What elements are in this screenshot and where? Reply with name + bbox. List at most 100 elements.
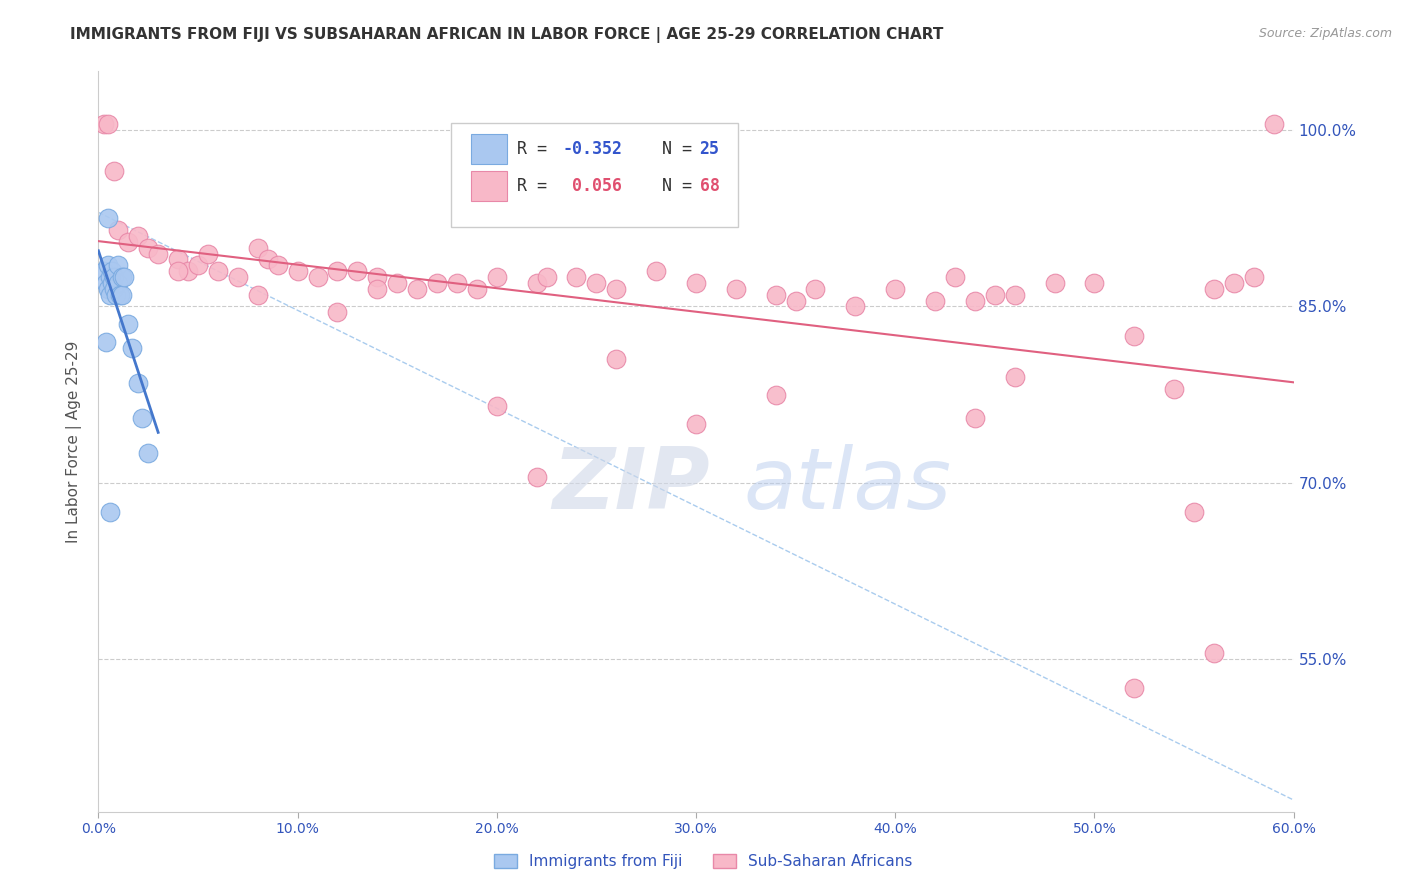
Legend: Immigrants from Fiji, Sub-Saharan Africans: Immigrants from Fiji, Sub-Saharan Africa… xyxy=(488,848,918,875)
Point xyxy=(605,282,627,296)
Point xyxy=(645,264,668,278)
Point xyxy=(963,293,986,308)
Point xyxy=(605,352,627,367)
Point xyxy=(96,276,118,290)
Point xyxy=(117,317,139,331)
Point xyxy=(1202,646,1225,660)
Text: N =: N = xyxy=(643,140,702,158)
Point xyxy=(111,287,134,301)
Text: N =: N = xyxy=(643,178,702,195)
Point xyxy=(1223,276,1246,290)
Point xyxy=(1004,287,1026,301)
Point xyxy=(1163,382,1185,396)
Point xyxy=(307,270,329,285)
Point xyxy=(1043,276,1066,290)
Point xyxy=(187,258,209,272)
Point xyxy=(267,258,290,272)
FancyBboxPatch shape xyxy=(471,171,508,201)
Point xyxy=(485,270,508,285)
Point xyxy=(1083,276,1105,290)
Point xyxy=(103,164,125,178)
Point xyxy=(565,270,588,285)
Point xyxy=(197,246,219,260)
Point xyxy=(105,287,128,301)
Point xyxy=(685,276,707,290)
Point xyxy=(107,276,129,290)
Text: R =: R = xyxy=(517,178,567,195)
FancyBboxPatch shape xyxy=(451,123,738,227)
Text: 0.056: 0.056 xyxy=(562,178,621,195)
Point xyxy=(366,282,388,296)
Point xyxy=(98,270,122,285)
Text: Source: ZipAtlas.com: Source: ZipAtlas.com xyxy=(1258,27,1392,40)
Point xyxy=(884,282,907,296)
Point xyxy=(110,287,132,301)
Point xyxy=(1263,117,1285,131)
Point xyxy=(1243,270,1265,285)
Point xyxy=(112,270,135,285)
Point xyxy=(246,287,269,301)
Point xyxy=(785,293,807,308)
Point xyxy=(97,117,120,131)
Point xyxy=(121,341,143,355)
Point xyxy=(98,287,122,301)
Text: R =: R = xyxy=(517,140,557,158)
Point xyxy=(943,270,966,285)
Point xyxy=(585,276,607,290)
Point xyxy=(226,270,249,285)
Point xyxy=(131,411,153,425)
Point xyxy=(526,276,548,290)
Point xyxy=(406,282,429,296)
Point xyxy=(246,241,269,255)
Point xyxy=(446,276,468,290)
Point xyxy=(1004,370,1026,384)
Point xyxy=(1202,282,1225,296)
Point xyxy=(97,211,120,226)
Point xyxy=(485,399,508,413)
Point xyxy=(127,376,149,390)
Point xyxy=(136,241,159,255)
Point xyxy=(765,387,787,401)
Point xyxy=(1123,681,1146,696)
Point xyxy=(426,276,449,290)
Point xyxy=(385,276,409,290)
Point xyxy=(177,264,200,278)
Text: ZIP: ZIP xyxy=(553,444,710,527)
Point xyxy=(167,264,190,278)
Point xyxy=(207,264,229,278)
Point xyxy=(765,287,787,301)
Point xyxy=(1182,505,1205,519)
Point xyxy=(117,235,139,249)
Text: 68: 68 xyxy=(700,178,720,195)
Point xyxy=(148,246,170,260)
Point xyxy=(287,264,309,278)
Point xyxy=(526,470,548,484)
Point xyxy=(97,258,120,272)
Point xyxy=(101,276,124,290)
Point xyxy=(536,270,558,285)
Point xyxy=(984,287,1007,301)
Point xyxy=(103,270,125,285)
Point xyxy=(963,411,986,425)
Point xyxy=(844,299,866,313)
Point xyxy=(326,305,349,319)
Text: atlas: atlas xyxy=(744,444,952,527)
Text: -0.352: -0.352 xyxy=(562,140,621,158)
Point xyxy=(136,446,159,460)
Point xyxy=(256,252,278,267)
Point xyxy=(96,334,118,349)
Text: 25: 25 xyxy=(700,140,720,158)
Point xyxy=(804,282,827,296)
Point xyxy=(103,282,125,296)
Point xyxy=(685,417,707,431)
Text: IMMIGRANTS FROM FIJI VS SUBSAHARAN AFRICAN IN LABOR FORCE | AGE 25-29 CORRELATIO: IMMIGRANTS FROM FIJI VS SUBSAHARAN AFRIC… xyxy=(70,27,943,43)
Point xyxy=(98,505,122,519)
Point xyxy=(101,264,124,278)
Point xyxy=(111,270,134,285)
Point xyxy=(167,252,190,267)
Y-axis label: In Labor Force | Age 25-29: In Labor Force | Age 25-29 xyxy=(66,341,83,542)
Point xyxy=(93,264,115,278)
Point xyxy=(924,293,946,308)
Point xyxy=(465,282,488,296)
Point xyxy=(346,264,368,278)
